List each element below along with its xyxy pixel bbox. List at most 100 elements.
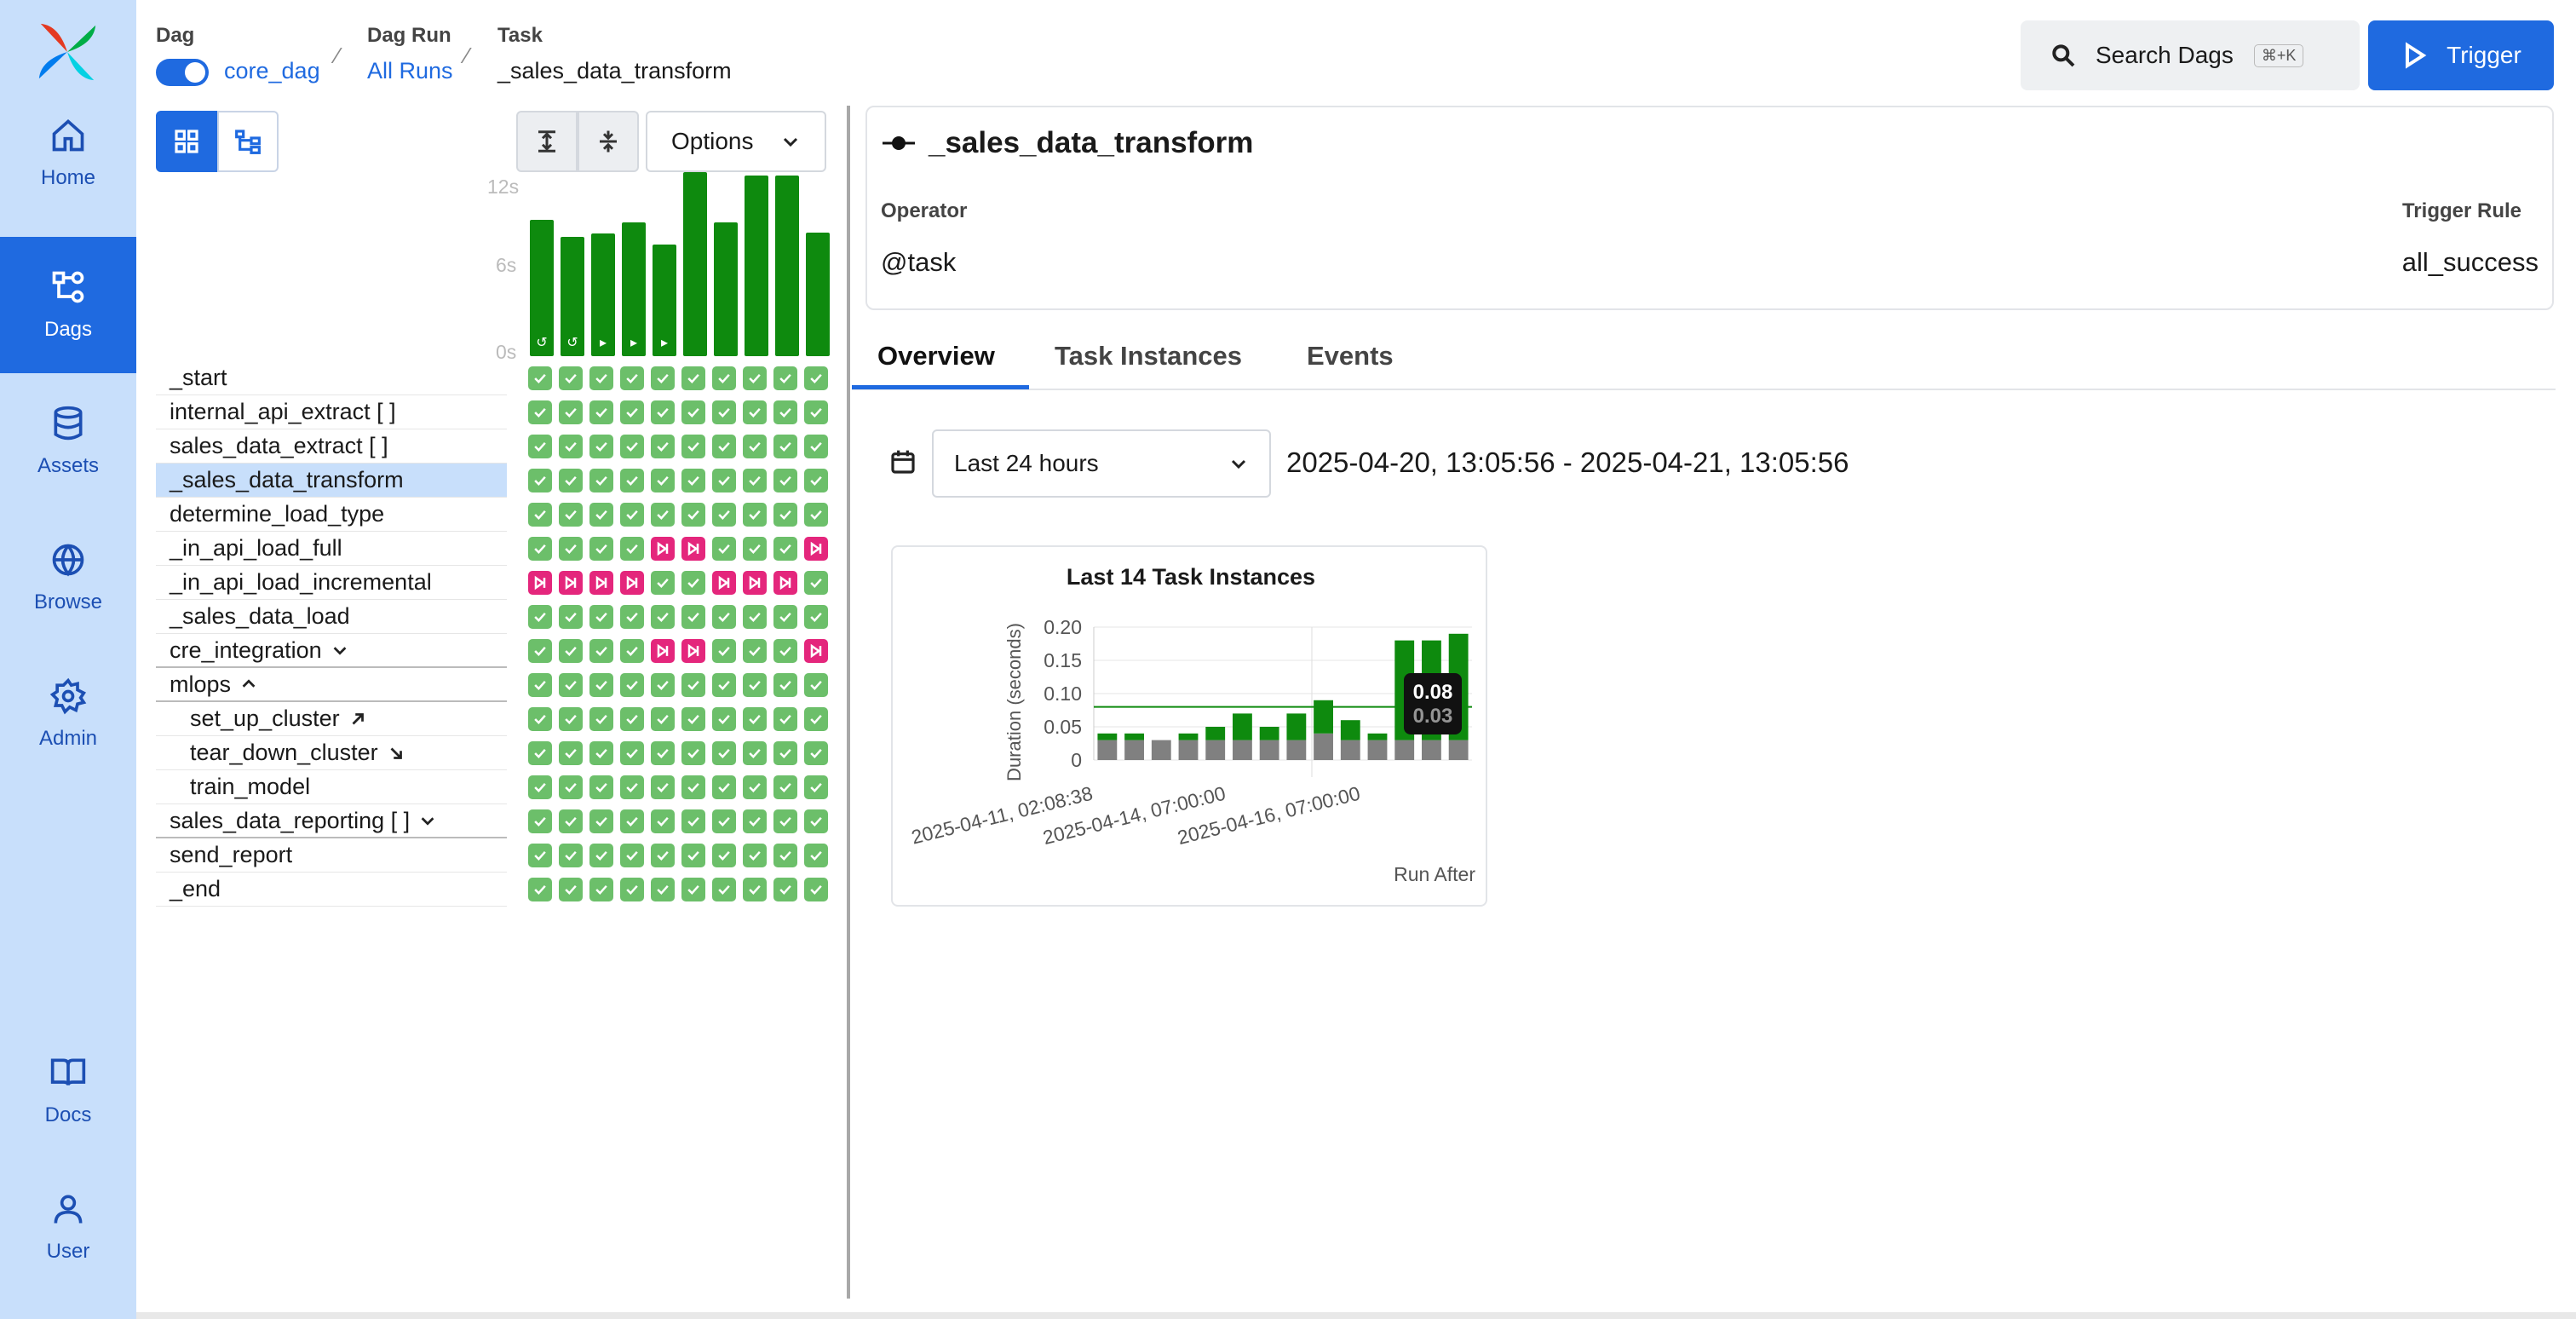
task-instance-success[interactable] <box>589 435 613 458</box>
task-instance-success[interactable] <box>651 571 675 595</box>
task-instance-success[interactable] <box>681 809 705 833</box>
task-instance-success[interactable] <box>743 639 767 663</box>
run-duration-bar[interactable] <box>714 222 738 356</box>
task-instance-success[interactable] <box>681 469 705 492</box>
task-instance-skipped[interactable] <box>681 537 705 561</box>
task-instance-success[interactable] <box>620 844 644 867</box>
task-instance-success[interactable] <box>528 844 552 867</box>
task-instance-success[interactable] <box>589 741 613 765</box>
task-instance-success[interactable] <box>712 469 736 492</box>
task-instance-success[interactable] <box>559 469 583 492</box>
task-instance-success[interactable] <box>528 400 552 424</box>
task-instance-success[interactable] <box>620 639 644 663</box>
task-instance-skipped[interactable] <box>681 639 705 663</box>
task-instance-success[interactable] <box>743 809 767 833</box>
task-instance-success[interactable] <box>620 707 644 731</box>
task-instance-success[interactable] <box>773 469 797 492</box>
task-instance-success[interactable] <box>773 775 797 799</box>
task-instance-success[interactable] <box>651 469 675 492</box>
tab-events[interactable]: Events <box>1307 341 1394 371</box>
run-duration-bar[interactable] <box>561 236 584 356</box>
sidebar-item-user[interactable]: User <box>0 1159 136 1295</box>
task-instance-success[interactable] <box>773 741 797 765</box>
task-row[interactable]: _sales_data_transform <box>156 464 507 498</box>
task-instance-success[interactable] <box>804 707 828 731</box>
task-instance-success[interactable] <box>620 469 644 492</box>
task-instance-skipped[interactable] <box>712 571 736 595</box>
task-instance-success[interactable] <box>681 435 705 458</box>
task-instance-success[interactable] <box>528 673 552 697</box>
task-instance-success[interactable] <box>773 809 797 833</box>
run-duration-bar[interactable] <box>591 233 615 356</box>
task-instance-success[interactable] <box>528 469 552 492</box>
task-instance-skipped[interactable] <box>559 571 583 595</box>
airflow-logo[interactable] <box>34 19 101 85</box>
task-instance-success[interactable] <box>528 775 552 799</box>
time-range-select[interactable]: Last 24 hours <box>932 429 1271 498</box>
task-instance-success[interactable] <box>620 741 644 765</box>
task-instance-success[interactable] <box>743 469 767 492</box>
task-instance-success[interactable] <box>559 639 583 663</box>
task-instance-skipped[interactable] <box>804 639 828 663</box>
tab-task-instances[interactable]: Task Instances <box>1055 341 1242 371</box>
duration-chart[interactable]: 0.20 0.15 0.10 0.05 0 0.080.03 Duration (secon… <box>893 547 1489 908</box>
task-instance-success[interactable] <box>589 707 613 731</box>
task-instance-success[interactable] <box>804 673 828 697</box>
task-instance-success[interactable] <box>804 469 828 492</box>
task-instance-skipped[interactable] <box>651 639 675 663</box>
task-instance-success[interactable] <box>528 741 552 765</box>
run-duration-bar[interactable] <box>806 232 830 356</box>
sidebar-item-admin[interactable]: Admin <box>0 646 136 782</box>
task-instance-success[interactable] <box>651 435 675 458</box>
task-instance-success[interactable] <box>743 844 767 867</box>
task-instance-success[interactable] <box>712 366 736 390</box>
task-instance-success[interactable] <box>712 707 736 731</box>
task-instance-success[interactable] <box>589 469 613 492</box>
chevron-up-icon[interactable] <box>239 675 258 694</box>
task-instance-success[interactable] <box>804 844 828 867</box>
task-instance-skipped[interactable] <box>528 571 552 595</box>
task-instance-success[interactable] <box>712 878 736 901</box>
task-instance-success[interactable] <box>743 673 767 697</box>
task-row[interactable]: _sales_data_load <box>156 600 507 634</box>
task-instance-success[interactable] <box>712 537 736 561</box>
task-instance-success[interactable] <box>651 741 675 765</box>
task-instance-skipped[interactable] <box>589 571 613 595</box>
task-instance-success[interactable] <box>681 707 705 731</box>
task-instance-success[interactable] <box>773 435 797 458</box>
task-instance-success[interactable] <box>651 366 675 390</box>
task-instance-success[interactable] <box>712 435 736 458</box>
task-instance-success[interactable] <box>528 537 552 561</box>
task-instance-success[interactable] <box>589 809 613 833</box>
task-instance-success[interactable] <box>804 400 828 424</box>
task-instance-success[interactable] <box>651 809 675 833</box>
chevron-down-icon[interactable] <box>331 641 349 660</box>
task-instance-success[interactable] <box>681 673 705 697</box>
task-instance-success[interactable] <box>589 400 613 424</box>
chevron-down-icon[interactable] <box>418 811 437 830</box>
tab-overview[interactable]: Overview <box>877 341 995 371</box>
task-instance-success[interactable] <box>681 400 705 424</box>
task-row[interactable]: internal_api_extract [ ] <box>156 395 507 429</box>
task-instance-success[interactable] <box>559 741 583 765</box>
task-instance-success[interactable] <box>681 503 705 527</box>
task-instance-success[interactable] <box>804 809 828 833</box>
task-instance-success[interactable] <box>773 503 797 527</box>
task-instance-success[interactable] <box>528 707 552 731</box>
task-instance-success[interactable] <box>681 605 705 629</box>
task-instance-success[interactable] <box>559 707 583 731</box>
task-instance-success[interactable] <box>773 673 797 697</box>
task-instance-success[interactable] <box>743 605 767 629</box>
task-instance-success[interactable] <box>743 537 767 561</box>
task-instance-success[interactable] <box>651 400 675 424</box>
task-instance-success[interactable] <box>589 878 613 901</box>
task-instance-success[interactable] <box>804 775 828 799</box>
task-instance-success[interactable] <box>712 400 736 424</box>
task-instance-success[interactable] <box>651 775 675 799</box>
search-dags-button[interactable]: Search Dags ⌘+K <box>2021 20 2360 90</box>
run-duration-bar[interactable] <box>653 245 676 356</box>
task-instance-success[interactable] <box>620 809 644 833</box>
task-row[interactable]: cre_integration <box>156 634 507 668</box>
task-instance-success[interactable] <box>589 673 613 697</box>
task-instance-success[interactable] <box>559 366 583 390</box>
